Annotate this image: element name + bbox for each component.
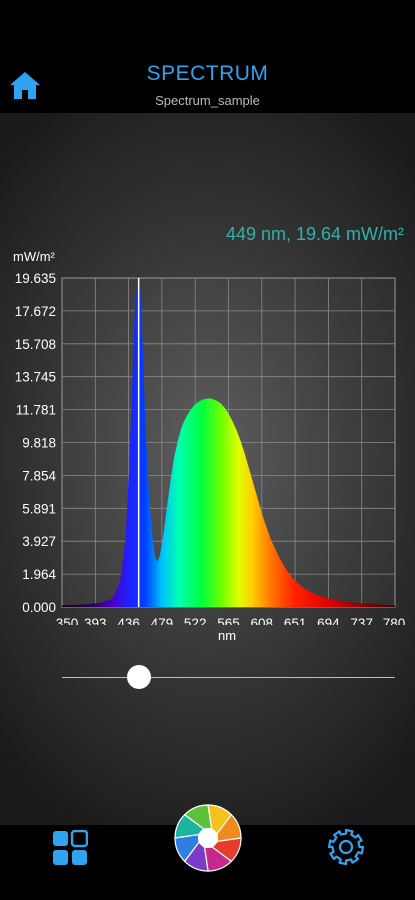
x-axis-unit: nm bbox=[218, 628, 237, 643]
x-tick-label: 522 bbox=[184, 616, 207, 625]
y-tick-label: 11.781 bbox=[16, 403, 56, 418]
x-tick-label: 694 bbox=[317, 616, 340, 625]
y-tick-label: 9.818 bbox=[22, 436, 56, 451]
y-tick-label: 5.891 bbox=[22, 501, 56, 516]
settings-gear-icon[interactable] bbox=[327, 828, 365, 866]
y-tick-label: 17.672 bbox=[15, 304, 56, 319]
home-icon[interactable] bbox=[9, 70, 41, 100]
y-tick-label: 1.964 bbox=[22, 567, 56, 582]
y-tick-label: 3.927 bbox=[22, 534, 56, 549]
y-tick-label: 7.854 bbox=[22, 468, 56, 483]
y-axis-unit: mW/m² bbox=[13, 249, 55, 264]
x-tick-label: 393 bbox=[84, 616, 107, 625]
wavelength-slider-thumb[interactable] bbox=[126, 665, 151, 689]
y-tick-label: 19.635 bbox=[15, 271, 56, 286]
y-tick-label: 0.000 bbox=[22, 600, 56, 615]
wavelength-slider-track[interactable] bbox=[62, 677, 395, 678]
x-tick-label: 350 bbox=[56, 616, 79, 625]
spectrum-area bbox=[62, 277, 395, 607]
x-tick-label: 651 bbox=[284, 616, 307, 625]
x-tick-label: 737 bbox=[350, 616, 373, 625]
cursor-readout: 449 nm, 19.64 mW/m² bbox=[225, 224, 404, 244]
page-subtitle: Spectrum_sample bbox=[155, 93, 260, 108]
page-title: SPECTRUM bbox=[146, 62, 269, 85]
x-tick-label: 436 bbox=[117, 616, 140, 625]
x-tick-label: 780 bbox=[383, 616, 406, 625]
y-tick-label: 13.745 bbox=[15, 370, 56, 385]
x-tick-label: 479 bbox=[151, 616, 174, 625]
y-tick-label: 15.708 bbox=[15, 337, 56, 352]
x-tick-label: 608 bbox=[251, 616, 274, 625]
grid-icon[interactable] bbox=[52, 829, 89, 866]
x-tick-label: 565 bbox=[217, 616, 240, 625]
spectrum-chart: 19.635 17.672 15.708 13.745 11.781 9.818 7.854… bbox=[15, 271, 406, 625]
header-bar bbox=[0, 0, 415, 113]
camera-shutter-icon[interactable] bbox=[173, 803, 243, 873]
